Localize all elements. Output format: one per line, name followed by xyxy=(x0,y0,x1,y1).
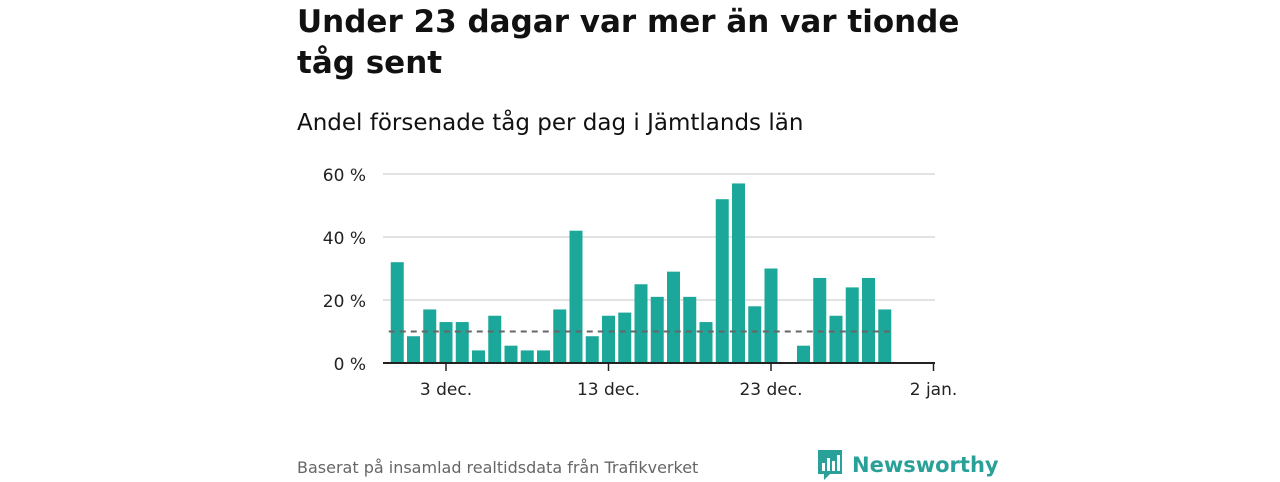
bar xyxy=(569,230,583,363)
brand-name: Newsworthy xyxy=(852,453,999,477)
chart-title: Under 23 dagar var mer än var tionde tåg… xyxy=(297,4,960,81)
bar xyxy=(878,309,892,363)
bar xyxy=(732,183,745,363)
bar xyxy=(504,345,518,363)
chart-subtitle: Andel försenade tåg per dag i Jämtlands … xyxy=(297,110,804,136)
x-tick-label: 2 jan. xyxy=(910,380,958,400)
newsworthy-logo-icon xyxy=(818,450,842,480)
bar xyxy=(618,312,632,363)
bar xyxy=(520,350,534,363)
bar xyxy=(602,315,615,363)
y-tick-label: 40 % xyxy=(323,229,366,249)
x-axis: 3 dec. 13 dec. 23 dec. 2 jan. xyxy=(383,362,958,400)
bar xyxy=(797,345,810,363)
bar xyxy=(715,199,729,363)
bar xyxy=(748,306,762,363)
bar xyxy=(764,268,778,363)
bar xyxy=(553,309,567,363)
x-tick-label: 23 dec. xyxy=(739,380,802,400)
bar xyxy=(862,277,875,363)
y-tick-label: 60 % xyxy=(323,166,366,186)
bar xyxy=(683,296,697,363)
bar xyxy=(829,315,843,363)
y-axis: 0 % 20 % 40 % 60 % xyxy=(323,166,366,375)
bar xyxy=(439,322,453,363)
brand-logo[interactable]: Newsworthy xyxy=(816,448,999,482)
bar xyxy=(699,322,713,363)
bar xyxy=(472,350,485,363)
bar xyxy=(845,287,859,363)
x-tick-label: 3 dec. xyxy=(420,380,472,400)
bar xyxy=(455,322,469,363)
bar xyxy=(650,296,664,363)
bar xyxy=(585,336,599,363)
bar xyxy=(813,277,827,363)
bar xyxy=(488,315,502,363)
bar xyxy=(407,336,420,363)
bar xyxy=(537,350,550,363)
bar xyxy=(634,284,648,363)
y-tick-label: 20 % xyxy=(323,292,366,312)
source-note: Baserat på insamlad realtidsdata från Tr… xyxy=(297,458,699,477)
bar xyxy=(390,262,404,363)
bar xyxy=(423,309,437,363)
bars xyxy=(390,183,892,363)
x-tick-label: 13 dec. xyxy=(577,380,640,400)
gridlines xyxy=(383,173,935,301)
y-tick-label: 0 % xyxy=(334,355,366,375)
bar xyxy=(667,271,680,363)
